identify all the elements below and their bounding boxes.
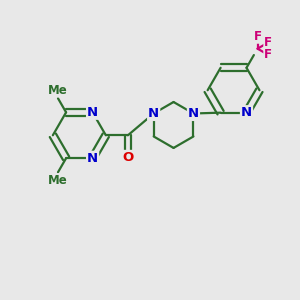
Text: F: F (264, 48, 272, 61)
Text: N: N (241, 106, 252, 119)
Text: F: F (254, 30, 262, 43)
Text: N: N (148, 107, 159, 120)
Text: Me: Me (48, 84, 68, 97)
Text: N: N (188, 107, 199, 120)
Text: O: O (122, 151, 134, 164)
Text: N: N (87, 152, 98, 165)
Text: Me: Me (48, 174, 68, 187)
Text: N: N (87, 106, 98, 119)
Text: F: F (264, 36, 272, 49)
